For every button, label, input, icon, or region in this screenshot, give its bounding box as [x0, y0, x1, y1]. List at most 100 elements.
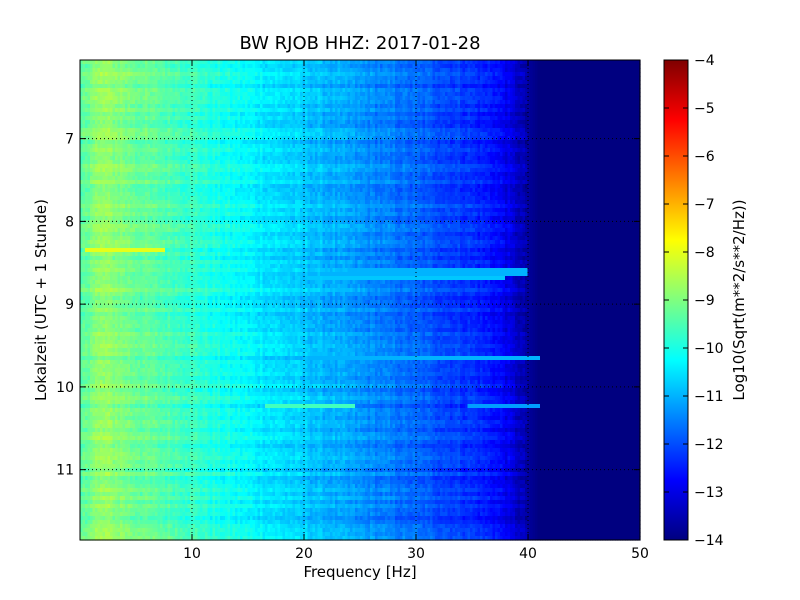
heatmap-cell — [447, 76, 451, 81]
heatmap-cell — [525, 64, 529, 69]
heatmap-cell — [195, 112, 199, 117]
heatmap-cell — [285, 104, 289, 109]
heatmap-cell — [375, 68, 379, 73]
heatmap-cell — [117, 100, 121, 105]
heatmap-cell — [482, 68, 486, 73]
heatmap-cell — [512, 68, 516, 73]
heatmap-cell — [627, 84, 631, 89]
heatmap-cell — [635, 88, 639, 93]
heatmap-cell — [460, 100, 464, 105]
heatmap-cell — [122, 76, 126, 81]
heatmap-cell — [325, 108, 329, 113]
heatmap-cell — [217, 96, 221, 101]
heatmap-cell — [257, 84, 261, 89]
heatmap-cell — [190, 76, 194, 81]
heatmap-cell — [317, 100, 321, 105]
heatmap-cell — [272, 92, 276, 97]
heatmap-cell — [177, 96, 181, 101]
heatmap-cell — [225, 88, 229, 93]
heatmap-cell — [312, 60, 316, 65]
heatmap-cell — [172, 84, 176, 89]
heatmap-cell — [637, 88, 641, 93]
heatmap-cell — [307, 68, 311, 73]
heatmap-cell — [387, 104, 391, 109]
heatmap-cell — [472, 100, 476, 105]
heatmap-cell — [447, 68, 451, 73]
heatmap-cell — [310, 100, 314, 105]
heatmap-cell — [105, 92, 109, 97]
heatmap-cell — [350, 88, 354, 93]
heatmap-cell — [280, 84, 284, 89]
heatmap-cell — [562, 100, 566, 105]
heatmap-cell — [190, 88, 194, 93]
heatmap-cell — [237, 68, 241, 73]
heatmap-cell — [402, 84, 406, 89]
heatmap-cell — [427, 72, 431, 77]
heatmap-cell — [132, 72, 136, 77]
heatmap-cell — [185, 76, 189, 81]
heatmap-cell — [440, 64, 444, 69]
heatmap-cell — [575, 84, 579, 89]
heatmap-cell — [572, 60, 576, 65]
heatmap-cell — [150, 68, 154, 73]
heatmap-cell — [267, 80, 271, 85]
heatmap-cell — [132, 96, 136, 101]
heatmap-cell — [412, 100, 416, 105]
heatmap-cell — [182, 108, 186, 113]
heatmap-cell — [247, 64, 251, 69]
heatmap-cell — [557, 100, 561, 105]
heatmap-cell — [160, 64, 164, 69]
heatmap-cell — [620, 76, 624, 81]
heatmap-cell — [550, 88, 554, 93]
heatmap-cell — [212, 100, 216, 105]
heatmap-cell — [392, 84, 396, 89]
heatmap-cell — [325, 76, 329, 81]
heatmap-cell — [110, 88, 114, 93]
heatmap-cell — [302, 68, 306, 73]
heatmap-cell — [182, 96, 186, 101]
heatmap-cell — [602, 84, 606, 89]
heatmap-cell — [492, 104, 496, 109]
heatmap-cell — [410, 104, 414, 109]
heatmap-cell — [595, 60, 599, 65]
heatmap-cell — [160, 80, 164, 85]
heatmap-cell — [120, 72, 124, 77]
heatmap-cell — [620, 64, 624, 69]
heatmap-cell — [550, 108, 554, 113]
heatmap-cell — [577, 108, 581, 113]
heatmap-cell — [125, 88, 129, 93]
heatmap-cell — [240, 100, 244, 105]
heatmap-cell — [265, 96, 269, 101]
heatmap-cell — [87, 64, 91, 69]
heatmap-cell — [365, 68, 369, 73]
heatmap-cell — [560, 60, 564, 65]
heatmap-cell — [275, 100, 279, 105]
heatmap-cell — [462, 92, 466, 97]
heatmap-cell — [417, 60, 421, 65]
heatmap-cell — [345, 104, 349, 109]
heatmap-cell — [572, 64, 576, 69]
heatmap-cell — [252, 96, 256, 101]
heatmap-cell — [305, 84, 309, 89]
heatmap-cell — [302, 76, 306, 81]
heatmap-cell — [272, 72, 276, 77]
heatmap-cell — [410, 88, 414, 93]
heatmap-cell — [485, 76, 489, 81]
heatmap-cell — [262, 64, 266, 69]
heatmap-cell — [560, 96, 564, 101]
heatmap-cell — [562, 104, 566, 109]
heatmap-cell — [220, 64, 224, 69]
heatmap-cell — [632, 76, 636, 81]
heatmap-cell — [440, 68, 444, 73]
heatmap-cell — [562, 88, 566, 93]
heatmap-cell — [420, 72, 424, 77]
heatmap-cell — [90, 76, 94, 81]
heatmap-cell — [482, 72, 486, 77]
heatmap-cell — [392, 108, 396, 113]
heatmap-cell — [220, 60, 224, 65]
heatmap-cell — [422, 92, 426, 97]
heatmap-cell — [362, 68, 366, 73]
heatmap-cell — [560, 76, 564, 81]
heatmap-cell — [292, 104, 296, 109]
heatmap-cell — [300, 92, 304, 97]
